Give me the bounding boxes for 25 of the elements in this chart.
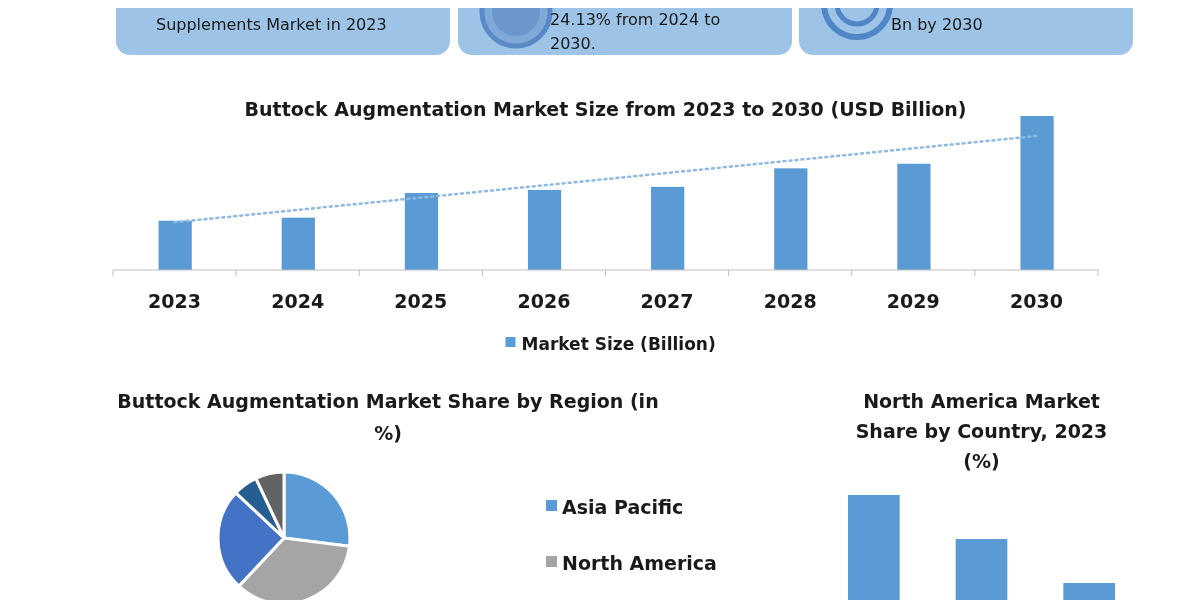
chart-title: Buttock Augmentation Market Share by Region (in %) (117, 390, 659, 444)
bar (651, 186, 685, 270)
legend-label: Market Size (Billion) (521, 334, 716, 354)
x-tick-label: 2023 (148, 290, 202, 312)
bar (281, 217, 315, 270)
legend-label: North America (562, 552, 717, 574)
legend-label: Asia Pacific (562, 496, 684, 518)
bar (897, 163, 931, 270)
chart-title: North America Market Share by Country, 2023 (%) (855, 390, 1108, 472)
bar (404, 193, 439, 270)
x-tick-label: 2027 (640, 290, 694, 312)
bar (774, 168, 808, 270)
chart-title: Buttock Augmentation Market Size from 2023 to 2030 (USD Billion) (244, 98, 967, 120)
x-tick-label: 2029 (886, 290, 940, 312)
text: Bn by 2030 (891, 15, 983, 34)
x-tick-label: 2030 (1009, 290, 1063, 312)
x-tick-label: 2028 (763, 290, 817, 312)
x-tick-label: 2024 (271, 290, 325, 312)
bar (527, 189, 562, 270)
x-tick-label: 2026 (517, 290, 571, 312)
x-tick-label: 2025 (394, 290, 448, 312)
text: 24.13% from 2024 to 2030. (550, 10, 721, 53)
bar (1020, 116, 1054, 270)
bar (158, 220, 192, 270)
text: Supplements Market in 2023 (156, 15, 387, 34)
